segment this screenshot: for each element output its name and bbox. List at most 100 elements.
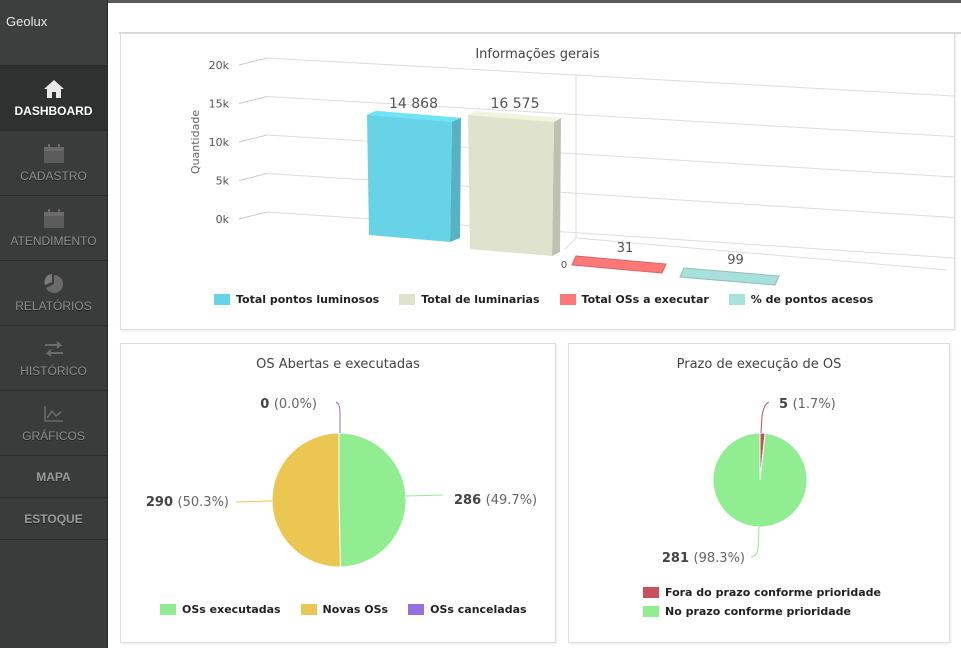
y-tick-label: 10k	[209, 136, 230, 149]
legend-swatch	[399, 294, 416, 305]
sidebar-item-label: CADASTRO	[20, 169, 87, 183]
bar-top-0	[367, 110, 461, 122]
pie-chart-prazo-execucao: 5 (1.7%) 281 (98.3%)	[662, 397, 836, 566]
pie2-legend: Fora do prazo conforme prioridade No pra…	[643, 586, 901, 624]
sidebar-item-atendimento[interactable]: ATENDIMENTO	[0, 196, 107, 261]
data-value: 0	[260, 397, 274, 412]
bar-1	[468, 114, 554, 257]
legend-swatch	[728, 294, 745, 305]
legend-swatch	[408, 604, 425, 615]
data-label: 281 (98.3%)	[662, 551, 745, 566]
grid-connector	[238, 134, 268, 143]
gridline	[266, 96, 954, 137]
legend-label: % de pontos acesos	[750, 293, 874, 306]
data-percent: (49.7%)	[486, 493, 537, 508]
connector-line	[335, 401, 341, 433]
gridline	[266, 57, 954, 97]
legend-item-fora-do-prazo[interactable]: Fora do prazo conforme prioridade	[643, 586, 881, 599]
legend-item-novas-oss[interactable]: Novas OSs	[300, 603, 389, 616]
sidebar-item-estoque[interactable]: ESTOQUE	[0, 498, 107, 540]
connector-line	[405, 494, 444, 497]
legend-swatch	[300, 604, 317, 615]
sidebar-item-cadastro[interactable]: CADASTRO	[0, 131, 107, 196]
line-chart-icon	[42, 403, 66, 425]
grid-connector	[238, 96, 268, 104]
legend-item-no-prazo[interactable]: No prazo conforme prioridade	[643, 605, 881, 618]
pie-slice-0	[338, 432, 407, 568]
data-label: 5 (1.7%)	[779, 397, 836, 412]
legend-label: No prazo conforme prioridade	[665, 605, 851, 618]
data-label: 14 868	[389, 96, 438, 112]
data-value: 5	[779, 397, 793, 412]
sidebar-item-label: MAPA	[36, 469, 71, 484]
panel-prazo-execucao: Prazo de execução de OS 5 (1.7%) 281 (98.…	[568, 343, 950, 643]
grid-connector	[238, 173, 268, 181]
x-tick-label: 0	[561, 260, 567, 271]
legend-swatch	[643, 587, 659, 598]
brand-logo[interactable]: Geolux	[0, 0, 107, 66]
bar-chart-legend: Total pontos luminosos Total de luminari…	[214, 293, 893, 306]
legend-item-total-de-luminarias[interactable]: Total de luminarias	[399, 293, 540, 306]
grid-connector	[238, 211, 268, 220]
panel-informacoes-gerais: Informações gerais 0k 5k 10k 15k 20k Quantida…	[120, 33, 955, 330]
data-percent: (0.0%)	[274, 397, 317, 412]
sidebar-item-label: DASHBOARD	[14, 104, 93, 118]
sidebar-item-historico[interactable]: HISTÓRICO	[0, 326, 107, 391]
chart-title: Prazo de execução de OS	[676, 357, 842, 372]
exchange-arrows-icon	[42, 338, 66, 360]
sidebar: Geolux DASHBOARD CADASTRO ATENDIMENTO RE…	[0, 0, 108, 648]
y-axis-label: Quantidade	[189, 110, 202, 174]
connector-line	[750, 526, 760, 558]
y-tick-label: 0k	[216, 213, 230, 226]
y-tick-label: 15k	[209, 98, 230, 111]
data-label: 31	[617, 241, 634, 256]
legend-label: Total pontos luminosos	[236, 293, 380, 306]
legend-swatch	[214, 294, 230, 305]
bar-chart-3d: 0k 5k 10k 15k 20k Quantidade 0 14 868 16 575 31 99	[189, 57, 954, 286]
bar-2	[571, 255, 667, 274]
bar-0	[367, 114, 452, 242]
calendar-icon	[42, 143, 66, 165]
pie1-legend: OSs executadas Novas OSs OSs canceladas	[160, 603, 547, 616]
data-value: 281	[662, 551, 694, 566]
connector-line	[235, 500, 273, 503]
floor-line	[575, 237, 948, 271]
legend-item-total-pontos-luminosos[interactable]: Total pontos luminosos	[214, 293, 379, 306]
chart-title: Informações gerais	[475, 47, 600, 62]
data-value: 290	[146, 495, 178, 510]
panel-os-abertas-executadas: OS Abertas e executadas 286 (49.7%) 290 (…	[120, 343, 556, 643]
legend-item-oss-executadas[interactable]: OSs executadas	[160, 603, 281, 616]
legend-label: Novas OSs	[322, 603, 389, 616]
sidebar-item-label: HISTÓRICO	[20, 364, 87, 378]
legend-label: Total OSs a executar	[581, 293, 709, 306]
legend-swatch	[160, 604, 176, 615]
legend-item-total-oss-a-executar[interactable]: Total OSs a executar	[559, 293, 709, 306]
sidebar-item-label: ATENDIMENTO	[10, 234, 97, 248]
bar-top-1	[468, 110, 561, 122]
pie-chart-os-abertas: 286 (49.7%) 290 (50.3%) 0 (0.0%)	[146, 397, 537, 568]
sidebar-item-relatorios[interactable]: RELATÓRIOS	[0, 261, 107, 326]
legend-label: Fora do prazo conforme prioridade	[665, 586, 881, 599]
data-percent: (98.3%)	[694, 551, 745, 566]
bar-3	[679, 267, 780, 286]
y-tick-label: 5k	[216, 175, 230, 188]
legend-item-oss-canceladas[interactable]: OSs canceladas	[408, 603, 527, 616]
sidebar-item-label: GRÁFICOS	[22, 429, 85, 443]
connector-line	[760, 401, 770, 434]
legend-label: Total de luminarias	[421, 293, 540, 306]
legend-item-pontos-acesos[interactable]: % de pontos acesos	[728, 293, 874, 306]
sidebar-item-dashboard[interactable]: DASHBOARD	[0, 66, 107, 131]
pie-chart-icon	[42, 273, 66, 295]
floor-edge	[564, 237, 577, 250]
pie-slice-1	[271, 432, 341, 568]
sidebar-item-mapa[interactable]: MAPA	[0, 456, 107, 498]
pie-slice-1	[712, 432, 808, 528]
sidebar-item-graficos[interactable]: GRÁFICOS	[0, 391, 107, 456]
y-tick-label: 20k	[209, 59, 230, 72]
data-value: 286	[454, 493, 486, 508]
legend-swatch	[643, 606, 659, 617]
legend-label: OSs executadas	[182, 603, 281, 616]
legend-label: OSs canceladas	[430, 603, 527, 616]
top-bar	[0, 0, 961, 3]
bar-side-0	[450, 117, 461, 242]
